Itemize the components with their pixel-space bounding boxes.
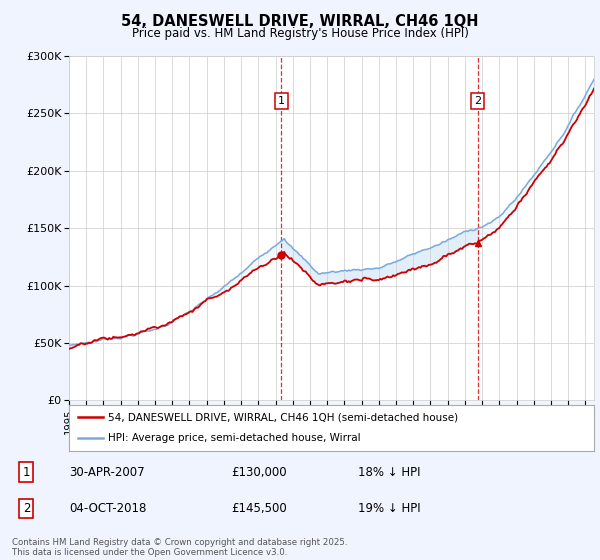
Text: £130,000: £130,000 (231, 466, 287, 479)
Text: 2: 2 (23, 502, 30, 515)
Text: 18% ↓ HPI: 18% ↓ HPI (358, 466, 420, 479)
Text: Price paid vs. HM Land Registry's House Price Index (HPI): Price paid vs. HM Land Registry's House … (131, 27, 469, 40)
Text: 2: 2 (474, 96, 481, 106)
Text: 19% ↓ HPI: 19% ↓ HPI (358, 502, 420, 515)
Text: 54, DANESWELL DRIVE, WIRRAL, CH46 1QH: 54, DANESWELL DRIVE, WIRRAL, CH46 1QH (121, 14, 479, 29)
Text: 1: 1 (23, 466, 30, 479)
Text: Contains HM Land Registry data © Crown copyright and database right 2025.
This d: Contains HM Land Registry data © Crown c… (12, 538, 347, 557)
Text: HPI: Average price, semi-detached house, Wirral: HPI: Average price, semi-detached house,… (109, 433, 361, 444)
Text: 04-OCT-2018: 04-OCT-2018 (70, 502, 147, 515)
Text: £145,500: £145,500 (231, 502, 287, 515)
Text: 54, DANESWELL DRIVE, WIRRAL, CH46 1QH (semi-detached house): 54, DANESWELL DRIVE, WIRRAL, CH46 1QH (s… (109, 412, 458, 422)
Text: 1: 1 (278, 96, 285, 106)
Text: 30-APR-2007: 30-APR-2007 (70, 466, 145, 479)
